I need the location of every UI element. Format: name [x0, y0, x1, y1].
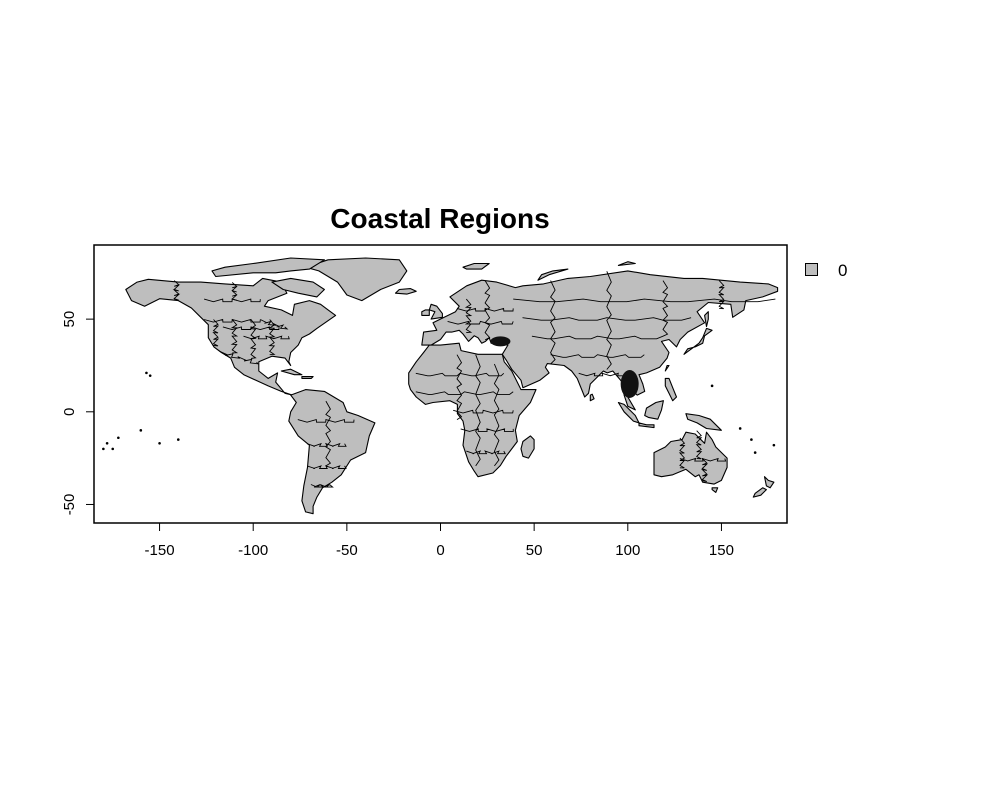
landmass-canada-islands [211, 257, 325, 278]
island-dot [111, 447, 115, 451]
landmass-hispaniola [301, 376, 314, 379]
landmass-south-america [288, 389, 376, 515]
y-axis: -50 0 50 [61, 311, 95, 516]
dense-boundaries-turkey [490, 336, 511, 347]
region-boundary [493, 363, 500, 467]
island-dot [139, 429, 143, 432]
landmass-taiwan [664, 364, 670, 372]
region-boundary [230, 319, 239, 354]
admin-boundaries [102, 271, 776, 488]
island-dot [158, 442, 161, 445]
island-dot [105, 442, 109, 445]
region-boundary [212, 319, 220, 347]
x-axis: -150 -100 -50 0 50 100 150 [145, 522, 734, 559]
region-boundary [447, 320, 514, 325]
region-boundary [550, 280, 556, 365]
landmass-svalbard [462, 262, 490, 270]
region-boundary [297, 419, 355, 423]
landmass-new-guinea [685, 413, 722, 431]
x-tick-label: 0 [436, 542, 444, 559]
island-dot [772, 443, 776, 447]
landmass-borneo [644, 400, 664, 420]
region-boundary [466, 450, 506, 455]
region-boundary [695, 430, 703, 460]
region-boundary [578, 372, 627, 377]
landmass-severnaya [617, 261, 636, 266]
legend-label: 0 [838, 261, 848, 280]
legend-swatch [805, 263, 818, 276]
region-boundary [550, 354, 645, 358]
land-regions [125, 257, 779, 515]
dense-boundaries-southeast-asia [620, 370, 639, 398]
y-tick-label: 0 [61, 408, 78, 416]
x-tick-label: -100 [238, 542, 268, 559]
island-dot [738, 427, 742, 430]
x-tick-label: -50 [336, 542, 358, 559]
region-boundary [662, 280, 669, 337]
landmass-britain [428, 303, 443, 320]
island-dot [117, 436, 120, 440]
region-boundary [718, 280, 725, 310]
landmass-ireland [421, 309, 430, 316]
island-dot [750, 438, 753, 441]
region-boundary [325, 400, 332, 467]
region-boundary [218, 350, 259, 365]
landmass-japan [683, 327, 713, 355]
region-boundary [310, 484, 334, 488]
landmass-new-zealand-s [752, 487, 767, 498]
region-boundary [172, 280, 181, 301]
landmass-australia [653, 431, 728, 485]
landmass-novaya [537, 268, 569, 281]
region-boundary [460, 428, 514, 432]
region-boundary [464, 298, 473, 333]
landmass-sakhalin [704, 311, 709, 328]
landmass-new-zealand-n [763, 476, 775, 489]
landmass-baffin [271, 277, 325, 298]
landmass-madagascar [520, 435, 535, 459]
island-dot [145, 371, 148, 375]
region-boundary [700, 458, 709, 482]
region-boundary [456, 354, 463, 420]
island-dot [176, 438, 180, 441]
region-boundary [456, 307, 514, 312]
region-boundary [243, 335, 290, 340]
region-boundary [306, 442, 347, 447]
landmass-tasmania [711, 487, 719, 493]
region-boundary [222, 326, 280, 330]
landmass-iceland [394, 288, 417, 295]
x-tick-label: 100 [615, 542, 640, 559]
region-boundary [606, 271, 612, 370]
x-tick-label: 150 [709, 542, 734, 559]
y-tick-label: 50 [61, 311, 78, 328]
region-boundary [306, 465, 347, 469]
landmass-sri-lanka [589, 393, 595, 402]
y-tick-label: -50 [61, 494, 78, 516]
landmass-philippines [664, 377, 678, 402]
island-dot [148, 374, 152, 377]
region-boundary [679, 457, 727, 462]
region-boundary [453, 409, 514, 414]
x-tick-label: -150 [145, 542, 175, 559]
island-dot [753, 451, 757, 454]
island-dot [710, 384, 714, 388]
region-boundary [475, 354, 481, 467]
landmass-cuba [280, 368, 303, 376]
region-boundary [484, 280, 491, 341]
island-dot [102, 447, 105, 451]
map-title: Coastal Regions [330, 203, 550, 234]
landmass-greenland [305, 257, 408, 302]
region-boundary [513, 298, 776, 303]
region-boundary [531, 335, 664, 340]
landmass-java [638, 422, 655, 429]
region-boundary [678, 437, 686, 469]
region-boundary [231, 282, 238, 301]
x-tick-label: 50 [526, 542, 543, 559]
